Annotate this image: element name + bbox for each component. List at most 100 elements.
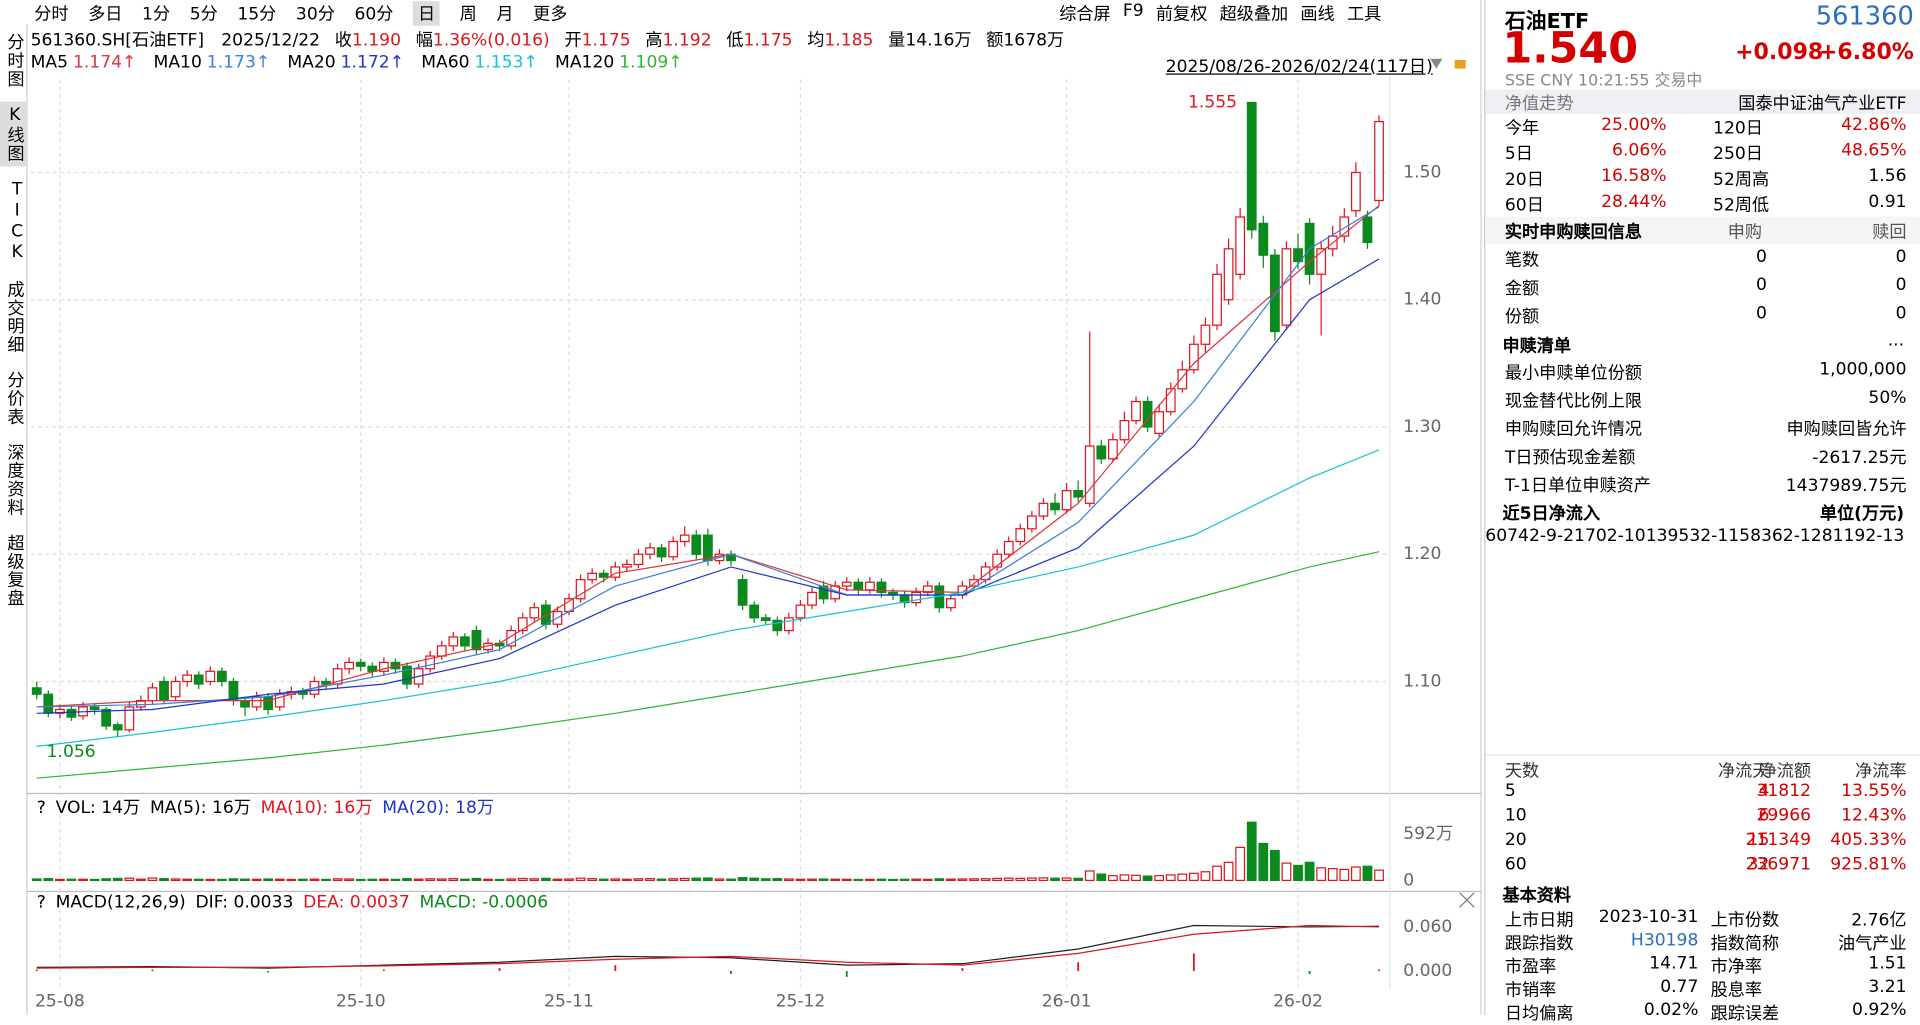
volume-bar — [679, 877, 690, 882]
tool-button[interactable]: 综合屏 — [1059, 4, 1111, 25]
candle-body — [1177, 369, 1188, 390]
candle-body — [367, 665, 378, 672]
sidebar-text: H30198 — [1630, 930, 1699, 951]
sidebar-text: 10 — [1504, 805, 1527, 826]
sidebar-text: 0 — [1895, 275, 1907, 296]
volume-bar — [205, 878, 216, 882]
volume-bar — [668, 878, 679, 882]
dropdown-icon[interactable] — [1430, 58, 1443, 69]
volume-bar — [610, 878, 621, 882]
period-tab[interactable]: 多日 — [88, 4, 123, 25]
candle-body — [1038, 502, 1049, 517]
view-tab[interactable]: 成交明细 — [4, 280, 25, 354]
sidebar-text: 211349 — [1745, 830, 1812, 850]
sidebar-text: 笔数 — [1504, 251, 1540, 271]
period-tab[interactable]: 月 — [496, 4, 514, 25]
candle-body — [228, 680, 239, 702]
volume-bar — [89, 878, 100, 882]
date-range[interactable]: 2025/08/26-2026/02/24(117日) — [1165, 57, 1433, 78]
quote-label: 开 — [564, 30, 582, 51]
sidebar-text: 4 — [1758, 781, 1770, 801]
sidebar-text: -2617.25元 — [1812, 448, 1907, 468]
view-tab[interactable]: 分价表 — [4, 371, 25, 427]
sidebar-text: 净流额 — [1759, 761, 1812, 782]
view-tab[interactable]: K线图 — [0, 101, 27, 167]
volume-bar — [66, 878, 77, 882]
divider — [1485, 754, 1920, 756]
quote-label: 高 — [645, 30, 663, 51]
volume-bar — [726, 878, 736, 882]
y-tick-label: 0.000 — [1403, 961, 1452, 981]
volume-bar — [841, 878, 852, 882]
volume-bar — [43, 878, 54, 882]
quote-value: 14.16万 — [905, 30, 972, 51]
period-tab[interactable]: 更多 — [533, 4, 568, 25]
candle-body — [205, 670, 216, 683]
view-tab[interactable]: TICK — [7, 180, 27, 264]
tool-button[interactable]: 工具 — [1346, 4, 1382, 25]
legend-item: DIF: 0.0033 — [195, 892, 293, 912]
volume-bar — [1119, 874, 1130, 882]
volume-bar — [656, 878, 667, 882]
sidebar-text: 0.02% — [1643, 1000, 1699, 1021]
x-tick-label: 26-02 — [1273, 992, 1323, 1012]
period-tab[interactable]: 15分 — [237, 4, 277, 25]
candle-body — [1339, 216, 1350, 237]
sidebar-text: 1,000,000 — [1819, 360, 1907, 380]
quote-value: 1.175 — [743, 30, 793, 51]
candle-body — [112, 724, 123, 731]
sidebar-text: 25.00% — [1601, 115, 1667, 135]
tool-button[interactable]: F9 — [1122, 1, 1144, 21]
symbol: 561360.SH[石油ETF] — [30, 30, 205, 51]
volume-bar — [714, 878, 725, 882]
sidebar-text: 现金替代比例上限 — [1504, 391, 1643, 412]
ma-name: MA20 — [287, 52, 336, 73]
period-tab[interactable]: 1分 — [142, 4, 171, 25]
candle-body — [1223, 248, 1234, 301]
volume-bar — [31, 878, 42, 882]
lock-icon[interactable] — [1454, 60, 1466, 69]
candle-body — [633, 553, 644, 566]
sidebar-text: 52周低 — [1713, 195, 1770, 216]
x-tick-label: 2-13 — [1865, 526, 1905, 547]
tool-button[interactable]: 超级叠加 — [1219, 4, 1289, 25]
period-tab[interactable]: 日 — [413, 1, 440, 26]
candle-body — [459, 636, 470, 647]
candle-body — [517, 617, 528, 632]
value-label: 13953 — [1645, 526, 1701, 547]
period-tab[interactable]: 60分 — [354, 4, 394, 25]
period-tab[interactable]: 30分 — [295, 4, 335, 25]
sidebar-text: 236971 — [1745, 854, 1812, 875]
period-tab[interactable]: 周 — [459, 4, 477, 25]
period-group: 分时 多日 1分 5分 15分 30分 60分日周月更多 — [34, 1, 568, 26]
sidebar-text: 0 — [1895, 303, 1907, 324]
close-icon[interactable] — [1459, 892, 1475, 908]
volume-bar — [587, 878, 598, 882]
sidebar-text: 日均偏离 — [1504, 1004, 1574, 1024]
sidebar-text: 跟踪误差 — [1710, 1004, 1780, 1024]
sidebar-text: 份额 — [1504, 307, 1540, 327]
view-tab[interactable]: 深度资料 — [4, 443, 25, 517]
candle-body — [1269, 254, 1280, 333]
volume-bar — [818, 878, 829, 882]
chart-unit: 单位(万元) — [1819, 504, 1905, 525]
candle-body — [807, 591, 817, 606]
candle-body — [355, 661, 366, 667]
tool-button[interactable]: 画线 — [1300, 4, 1335, 25]
tool-button[interactable]: 前复权 — [1155, 4, 1208, 25]
volume-bar — [737, 877, 748, 882]
view-tab[interactable]: 分时图 — [4, 33, 25, 89]
volume-bar — [575, 877, 586, 882]
volume-bar — [263, 878, 274, 882]
x-tick-label: 25-10 — [336, 992, 386, 1012]
view-tab[interactable]: 超级复盘 — [4, 533, 25, 608]
sidebar-text: 市盈率 — [1504, 957, 1557, 978]
fund-code: 561360 — [1815, 1, 1914, 31]
period-tab[interactable]: 5分 — [189, 4, 218, 25]
candle-body — [621, 563, 632, 568]
candle-body — [772, 619, 783, 632]
extreme-label: 1.555 — [1188, 92, 1237, 112]
volume-bar — [1293, 864, 1303, 882]
period-tab[interactable]: 分时 — [34, 4, 69, 25]
